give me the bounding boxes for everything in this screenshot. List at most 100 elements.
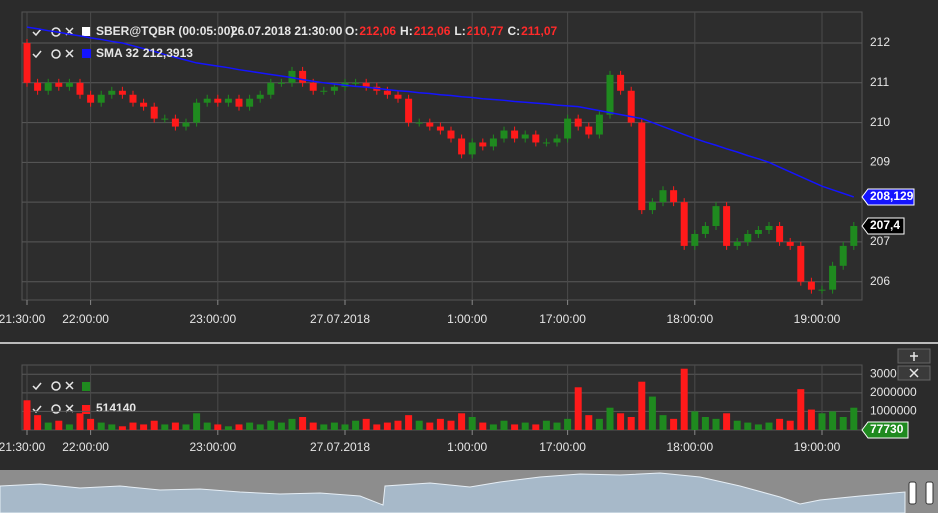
y-tick-label: 3000 <box>870 366 897 380</box>
candle-body <box>352 82 360 84</box>
ohlc-label: L: <box>454 24 465 38</box>
volume-bar <box>362 418 370 430</box>
volume-bar <box>595 418 603 430</box>
candle-body <box>776 226 784 242</box>
volume-tag: 77730 <box>870 422 904 436</box>
candle-body <box>118 90 126 95</box>
sma-line <box>26 26 855 198</box>
candle-body <box>564 118 572 139</box>
candle-body <box>691 233 699 246</box>
volume-bar <box>670 418 678 430</box>
volume-bar <box>489 424 497 430</box>
candle-body <box>193 102 201 123</box>
volume-bar <box>44 422 52 430</box>
candle-body <box>850 226 858 246</box>
ohlc-value: 212,06 <box>414 24 451 38</box>
candle-body <box>182 122 190 127</box>
candle-body <box>754 229 762 234</box>
volume-bar <box>267 420 275 430</box>
volume-bar <box>55 420 63 430</box>
candle-body <box>235 98 243 107</box>
x-tick-label: 22:00:00 <box>62 312 109 326</box>
volume-bar <box>23 400 31 430</box>
candle-body <box>97 94 105 103</box>
volume-bar <box>34 415 42 430</box>
volume-bar <box>733 420 741 430</box>
candle-body <box>744 233 752 242</box>
ohlc-value: 212,06 <box>359 24 396 38</box>
volume-bar <box>224 426 232 430</box>
candle-body <box>765 226 773 230</box>
navigator-handle[interactable] <box>925 481 934 505</box>
candle-body <box>214 98 222 103</box>
volume-bar <box>585 415 593 430</box>
volume-bar <box>436 418 444 430</box>
volume-bar <box>638 381 646 430</box>
candle-body <box>299 70 307 83</box>
candle-body <box>224 98 232 103</box>
volume-bar <box>723 413 731 430</box>
volume-bar <box>521 422 529 430</box>
candle-body <box>489 138 497 147</box>
candle-body <box>203 98 211 103</box>
ohlc-label: O: <box>345 24 358 38</box>
volume-bar <box>97 422 105 430</box>
volume-bar <box>850 407 858 430</box>
x-tick-label: 27.07.2018 <box>310 440 370 454</box>
volume-bar <box>87 418 95 430</box>
x-tick-label: 21:30:00 <box>0 312 46 326</box>
volume-bar <box>320 424 328 430</box>
legend-swatch <box>82 49 91 58</box>
volume-bar <box>606 407 614 430</box>
candle-body <box>383 90 391 95</box>
volume-bar <box>500 420 508 430</box>
candle-body <box>458 138 466 155</box>
volume-bar <box>140 424 148 430</box>
sma-price-tag-bg <box>861 188 915 206</box>
candle-body <box>447 130 455 139</box>
volume-bar <box>765 422 773 430</box>
volume-bar <box>341 424 349 430</box>
volume-bar <box>203 422 211 430</box>
volume-bar <box>76 413 84 430</box>
candle-body <box>807 281 815 290</box>
instrument: SBER@TQBR (00:05:00) <box>96 24 234 38</box>
volume-bar <box>479 422 487 430</box>
volume-bar <box>511 424 519 430</box>
panel-buttons-icon <box>909 352 919 378</box>
volume-bar <box>701 417 709 430</box>
y-tick-label: 207 <box>870 234 890 248</box>
volume-bar <box>553 422 561 430</box>
ohlc-label: H: <box>400 24 413 38</box>
candle-body <box>426 122 434 127</box>
sma-price-tag: 208,129 <box>870 189 914 203</box>
volume-bar <box>659 415 667 430</box>
candle-body <box>44 82 52 91</box>
y-tick-label: 212 <box>870 35 890 49</box>
x-tick-label: 17:00:00 <box>539 312 586 326</box>
candle-body <box>786 241 794 246</box>
candle-body <box>320 90 328 92</box>
candle-body <box>87 94 95 103</box>
x-tick-label: 23:00:00 <box>189 440 236 454</box>
volume-bar <box>691 411 699 430</box>
candle-body <box>436 126 444 131</box>
volume-bar <box>627 417 635 430</box>
candle-body <box>171 118 179 127</box>
candle-body <box>797 245 805 282</box>
volume-bar <box>405 415 413 430</box>
y-tick-label: 2000000 <box>870 385 917 399</box>
volume-bar <box>712 418 720 430</box>
navigator-handle[interactable] <box>908 481 917 505</box>
candle-body <box>521 134 529 139</box>
last-price-tag-bg <box>861 217 905 235</box>
y-tick-label: 210 <box>870 115 890 129</box>
candle-body <box>161 118 169 120</box>
candle-body <box>479 142 487 147</box>
volume-bar <box>118 426 126 430</box>
volume-bar <box>65 424 73 430</box>
candle-body <box>511 130 519 139</box>
x-tick-label: 17:00:00 <box>539 440 586 454</box>
candle-body <box>246 98 254 107</box>
